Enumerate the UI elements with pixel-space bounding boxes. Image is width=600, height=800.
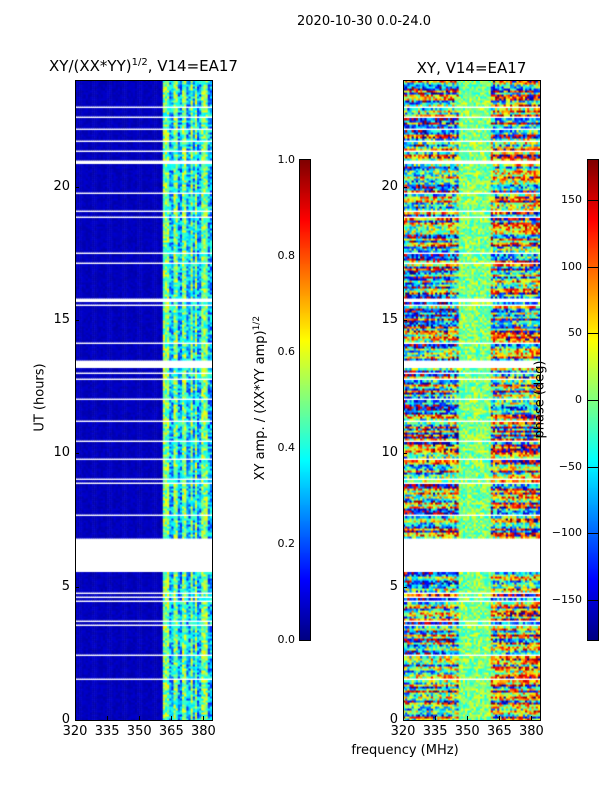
y-tick-label: 20	[53, 178, 70, 194]
cb-tick-label: −100	[551, 526, 582, 540]
y-tick-label: 15	[53, 312, 70, 327]
y-tick-label: 5	[389, 578, 398, 594]
x-tick-mark	[435, 716, 437, 720]
cb-tick-label: 0.6	[277, 345, 296, 358]
title-tail: , V14=EA17	[147, 57, 238, 75]
cb-tick-label: 50	[568, 326, 582, 340]
x-tick-mark	[139, 716, 141, 720]
cb-tick-mark	[588, 466, 598, 468]
y-tick-label: 5	[61, 578, 70, 594]
y-tick-label: 10	[381, 445, 398, 461]
phase-heatmap	[403, 80, 540, 720]
x-tick-mark	[467, 716, 469, 720]
cb-tick-mark	[588, 533, 598, 535]
y-tick-mark	[75, 453, 79, 455]
cb-tick-mark	[588, 400, 598, 401]
x-tick-mark	[107, 716, 109, 720]
y-tick-label: 20	[381, 178, 398, 194]
cb-tick-label: 1.0	[277, 153, 296, 166]
y-tick-mark	[403, 720, 407, 721]
x-tick-label: 380	[519, 724, 544, 739]
x-tick-label: 365	[158, 724, 184, 739]
y-tick-mark	[75, 320, 79, 321]
cb-tick-label: 0.4	[277, 441, 296, 454]
cb-tick-mark	[588, 266, 598, 268]
x-tick-label: 335	[422, 724, 448, 739]
y-tick-mark	[403, 320, 407, 321]
cb-tick-mark	[588, 333, 598, 335]
x-tick-label: 320	[62, 724, 88, 739]
cb-tick-label: −50	[558, 459, 582, 473]
y-tick-label: 0	[61, 712, 70, 727]
x-tick-label: 320	[390, 724, 416, 739]
x-tick-label: 335	[94, 724, 120, 739]
x-tick-mark	[203, 716, 205, 720]
cb-tick-label: 0.0	[277, 633, 296, 646]
x-tick-mark	[531, 716, 533, 720]
cb-label-exp: 1/2	[251, 315, 262, 331]
cb-tick-mark	[588, 600, 598, 601]
amplitude-heatmap	[75, 80, 212, 720]
amplitude-colorbar-label: XY amp. / (XX*YY amp)1/2	[252, 293, 268, 503]
y-tick-label: 10	[53, 445, 70, 461]
y-tick-mark	[403, 453, 407, 455]
cb-tick-mark	[588, 200, 598, 201]
amplitude-colorbar	[300, 160, 310, 640]
cb-tick-label: 150	[561, 193, 582, 206]
y-tick-mark	[403, 586, 407, 588]
y-tick-mark	[75, 586, 79, 588]
cb-tick-label: −150	[551, 593, 582, 606]
left-plot-title: XY/(XX*YY)1/2, V14=EA17	[30, 57, 257, 75]
y-tick-mark	[403, 186, 407, 188]
y-tick-label: 0	[389, 712, 398, 727]
x-tick-label: 350	[454, 724, 480, 739]
cb-tick-label: 0.2	[277, 537, 296, 550]
x-tick-mark	[499, 716, 501, 720]
y-tick-mark	[75, 186, 79, 188]
y-axis-label: UT (hours)	[32, 363, 48, 432]
x-tick-mark	[75, 716, 76, 720]
cb-tick-label: 100	[561, 259, 582, 273]
x-tick-label: 380	[191, 724, 216, 739]
y-tick-mark	[75, 720, 79, 721]
x-tick-mark	[171, 716, 173, 720]
title-exp: 1/2	[131, 57, 148, 68]
y-tick-label: 15	[381, 312, 398, 327]
cb-tick-label: 0	[575, 393, 582, 406]
right-plot-title: XY, V14=EA17	[416, 59, 527, 77]
x-tick-label: 350	[126, 724, 152, 739]
x-tick-mark	[403, 716, 404, 720]
cb-tick-label: 0.8	[277, 249, 296, 262]
title-base: XY/(XX*YY)	[49, 57, 132, 75]
figure-suptitle: 2020-10-30 0.0-24.0	[297, 14, 431, 29]
x-axis-label: frequency (MHz)	[351, 743, 459, 758]
x-tick-label: 365	[486, 724, 512, 739]
